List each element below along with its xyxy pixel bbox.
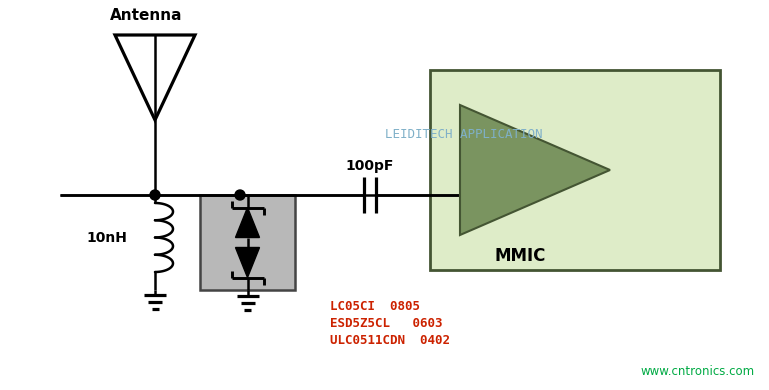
Text: www.cntronics.com: www.cntronics.com: [641, 365, 755, 378]
Text: ESD5Z5CL   0603: ESD5Z5CL 0603: [330, 317, 442, 330]
Text: MMIC: MMIC: [494, 247, 546, 265]
Text: LEIDITECH APPLICATION: LEIDITECH APPLICATION: [385, 128, 542, 142]
Text: 10nH: 10nH: [86, 230, 127, 245]
Text: 100pF: 100pF: [346, 159, 394, 173]
Bar: [200, 195, 295, 290]
Polygon shape: [235, 207, 259, 238]
Text: Antenna: Antenna: [110, 8, 182, 23]
Bar: [430, 70, 720, 270]
Text: LC05CI  0805: LC05CI 0805: [330, 300, 420, 313]
Polygon shape: [235, 248, 259, 278]
Circle shape: [235, 190, 245, 200]
Circle shape: [150, 190, 160, 200]
Polygon shape: [460, 105, 610, 235]
Text: ULC0511CDN  0402: ULC0511CDN 0402: [330, 334, 450, 347]
